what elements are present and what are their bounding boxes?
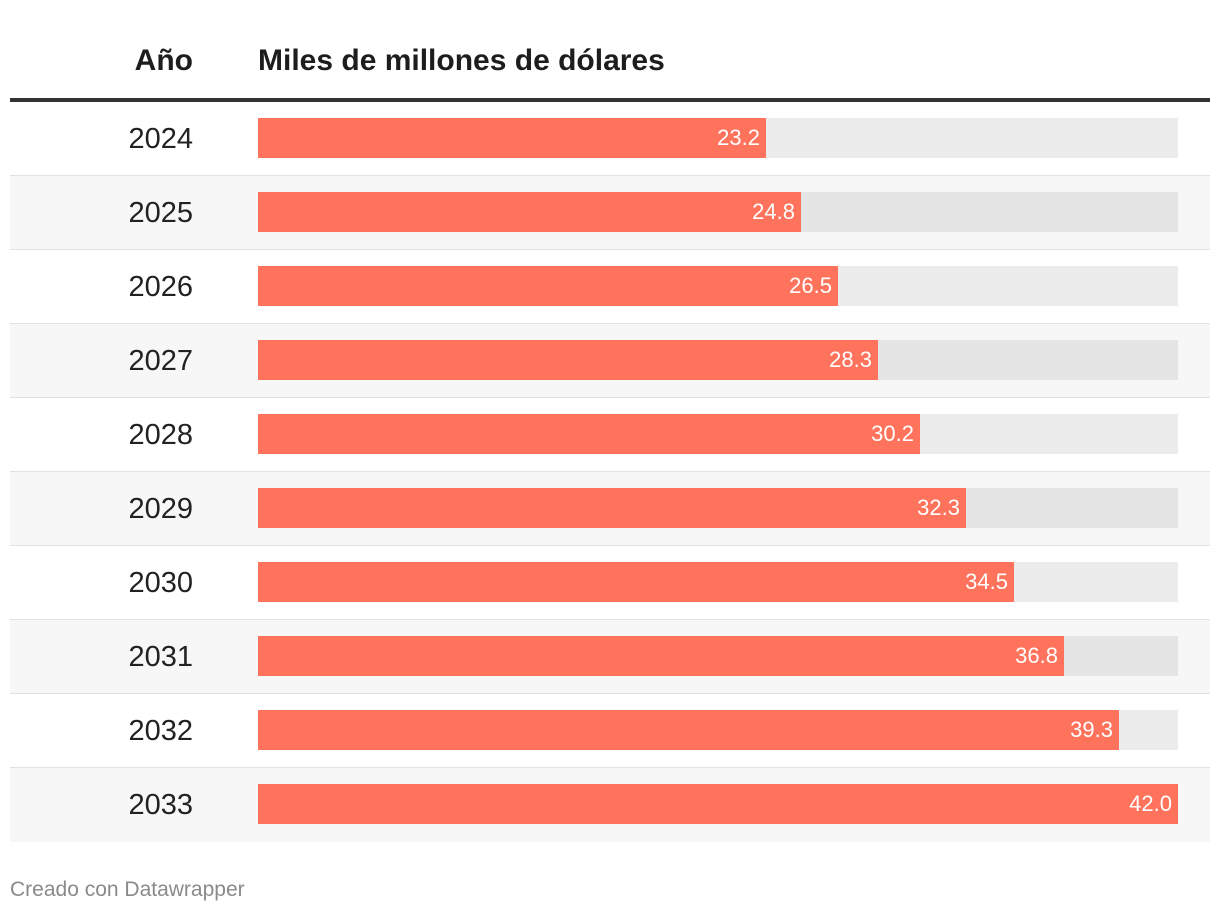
bar-value-label: 42.0 [1129, 791, 1172, 816]
table-row: 2027 28.3 [10, 324, 1210, 398]
bar-table: Año Miles de millones de dólares 2024 23.… [10, 0, 1210, 842]
year-label: 2029 [128, 493, 193, 525]
table-row: 2029 32.3 [10, 472, 1210, 546]
bar: 28.3 [258, 340, 878, 380]
year-label: 2031 [128, 641, 193, 673]
bar: 39.3 [258, 710, 1119, 750]
bar: 26.5 [258, 266, 838, 306]
table-rows: 2024 23.2 2025 24.8 2026 26.5 2027 28.3 2028 30.2… [10, 102, 1210, 842]
bar: 32.3 [258, 488, 966, 528]
bar-track: 23.2 [258, 118, 1178, 158]
table-row: 2028 30.2 [10, 398, 1210, 472]
table-row: 2024 23.2 [10, 102, 1210, 176]
bar-value-label: 32.3 [917, 495, 960, 520]
bar-value-label: 34.5 [965, 569, 1008, 594]
year-label: 2026 [128, 271, 193, 303]
year-label: 2032 [128, 715, 193, 747]
bar-track: 30.2 [258, 414, 1178, 454]
bar-value-label: 39.3 [1070, 717, 1113, 742]
table-row: 2030 34.5 [10, 546, 1210, 620]
bar: 42.0 [258, 784, 1178, 824]
bar: 30.2 [258, 414, 920, 454]
year-column-header: Año [134, 44, 193, 77]
year-label: 2033 [128, 789, 193, 821]
bar-track: 28.3 [258, 340, 1178, 380]
bar-track: 26.5 [258, 266, 1178, 306]
bar-track: 34.5 [258, 562, 1178, 602]
year-label: 2025 [128, 197, 193, 229]
bar-value-label: 23.2 [717, 125, 760, 150]
bar: 36.8 [258, 636, 1064, 676]
bar-track: 36.8 [258, 636, 1178, 676]
table-row: 2032 39.3 [10, 694, 1210, 768]
bar-value-label: 36.8 [1015, 643, 1058, 668]
year-label: 2024 [128, 123, 193, 155]
value-column-header: Miles de millones de dólares [258, 44, 665, 77]
bar-track: 39.3 [258, 710, 1178, 750]
table-row: 2031 36.8 [10, 620, 1210, 694]
table-row: 2026 26.5 [10, 250, 1210, 324]
bar-value-label: 24.8 [752, 199, 795, 224]
bar-track: 42.0 [258, 784, 1178, 824]
table-row: 2033 42.0 [10, 768, 1210, 842]
bar: 24.8 [258, 192, 801, 232]
bar-track: 24.8 [258, 192, 1178, 232]
bar-track: 32.3 [258, 488, 1178, 528]
year-label: 2028 [128, 419, 193, 451]
bar-value-label: 30.2 [871, 421, 914, 446]
year-label: 2027 [128, 345, 193, 377]
table-header: Año Miles de millones de dólares [10, 0, 1210, 102]
table-row: 2025 24.8 [10, 176, 1210, 250]
bar: 23.2 [258, 118, 766, 158]
year-label: 2030 [128, 567, 193, 599]
bar-value-label: 26.5 [789, 273, 832, 298]
bar-value-label: 28.3 [829, 347, 872, 372]
bar: 34.5 [258, 562, 1014, 602]
datawrapper-credit: Creado con Datawrapper [10, 878, 245, 901]
